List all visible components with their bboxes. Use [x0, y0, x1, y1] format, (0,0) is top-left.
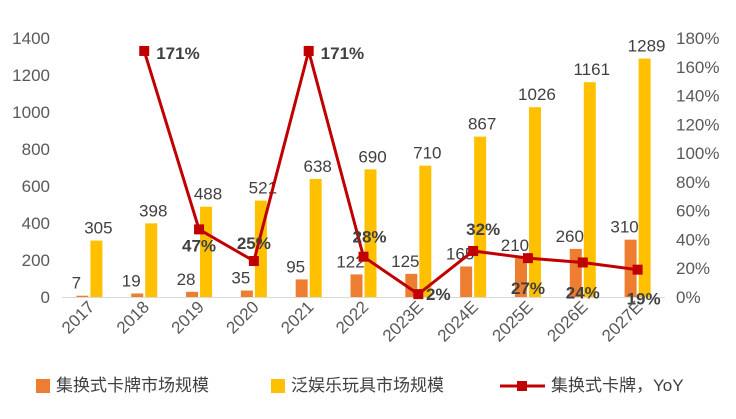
bar-value-label: 488 — [194, 185, 222, 204]
yoy-marker — [139, 45, 150, 56]
legend-label: 集换式卡牌，YoY — [551, 376, 684, 395]
y-right-tick-label: 60% — [676, 202, 710, 221]
y-right-tick-label: 0% — [676, 288, 701, 307]
bar-value-label: 122 — [336, 252, 364, 271]
bar-value-label: 260 — [556, 227, 584, 246]
x-tick-label: 2017 — [58, 297, 98, 337]
bar-value-label: 7 — [72, 274, 81, 293]
bar-value-label: 165 — [446, 244, 474, 263]
yoy-value-label: 28% — [352, 228, 386, 247]
legend-label: 泛娱乐玩具市场规模 — [291, 376, 444, 395]
yoy-value-label: 27% — [511, 279, 545, 298]
yoy-marker — [413, 289, 424, 300]
y-right-tick-label: 40% — [676, 230, 710, 249]
y-right-tick-label: 20% — [676, 259, 710, 278]
bar-pan-entertainment-toy-market — [145, 223, 158, 297]
bar-value-label: 310 — [610, 218, 638, 237]
yoy-marker — [194, 224, 205, 235]
x-tick-label: 2019 — [168, 297, 208, 337]
yoy-value-label: 171% — [321, 44, 364, 63]
y-left-tick-label: 400 — [22, 214, 50, 233]
x-tick-label: 2018 — [113, 297, 153, 337]
bar-trading-card-market — [514, 258, 527, 297]
bar-trading-card-market — [240, 290, 253, 297]
y-right-tick-label: 80% — [676, 173, 710, 192]
yoy-value-label: 19% — [627, 290, 661, 309]
legend-marker-yoy — [517, 381, 527, 391]
yoy-value-label: 47% — [182, 236, 216, 255]
bar-value-label: 1289 — [628, 37, 666, 56]
bar-trading-card-market — [460, 266, 473, 297]
yoy-marker — [522, 253, 533, 264]
y-right-tick-label: 180% — [676, 29, 719, 48]
bar-value-label: 710 — [413, 144, 441, 163]
yoy-value-label: 25% — [237, 234, 271, 253]
y-left-tick-label: 200 — [22, 251, 50, 270]
bar-pan-entertainment-toy-market — [474, 136, 487, 297]
x-tick-label: 2025E — [489, 297, 537, 345]
y-left-tick-label: 1000 — [12, 103, 50, 122]
bar-trading-card-market — [295, 279, 308, 297]
legend-swatch-pan-toy — [271, 379, 285, 393]
y-right-tick-label: 120% — [676, 115, 719, 134]
bar-value-label: 305 — [84, 219, 112, 238]
yoy-marker — [248, 256, 259, 267]
bar-pan-entertainment-toy-market — [309, 178, 322, 297]
yoy-marker — [632, 264, 643, 275]
yoy-marker — [303, 45, 314, 56]
y-left-tick-label: 1400 — [12, 29, 50, 48]
yoy-value-label: 171% — [156, 44, 199, 63]
bar-value-label: 125 — [391, 252, 419, 271]
x-tick-label: 2022 — [332, 297, 372, 337]
y-left-tick-label: 800 — [22, 140, 50, 159]
yoy-value-label: 2% — [426, 285, 451, 304]
bar-value-label: 690 — [358, 147, 386, 166]
legend-label: 集换式卡牌市场规模 — [56, 376, 209, 395]
bar-value-label: 521 — [249, 179, 277, 198]
yoy-marker — [358, 251, 369, 262]
bar-value-label: 638 — [303, 157, 331, 176]
yoy-value-label: 32% — [466, 220, 500, 239]
x-tick-label: 2027E — [598, 297, 646, 345]
y-left-tick-label: 1200 — [12, 66, 50, 85]
y-left-tick-label: 600 — [22, 177, 50, 196]
bar-pan-entertainment-toy-market — [419, 165, 432, 297]
legend-swatch-trading-card — [36, 379, 50, 393]
x-tick-label: 2021 — [277, 297, 317, 337]
bar-value-label: 867 — [468, 115, 496, 134]
y-right-tick-label: 160% — [676, 58, 719, 77]
yoy-value-label: 24% — [566, 283, 600, 302]
bar-pan-entertainment-toy-market — [528, 107, 541, 297]
bar-value-label: 398 — [139, 201, 167, 220]
bar-trading-card-market — [186, 291, 199, 297]
x-tick-label: 2024E — [434, 297, 482, 345]
y-left-tick-label: 0 — [41, 288, 50, 307]
bar-value-label: 19 — [122, 271, 141, 290]
y-right-tick-label: 140% — [676, 87, 719, 106]
bar-value-label: 35 — [231, 269, 250, 288]
bar-value-label: 210 — [501, 236, 529, 255]
y-right-tick-label: 100% — [676, 144, 719, 163]
bar-value-label: 95 — [286, 257, 305, 276]
x-tick-label: 2023E — [379, 297, 427, 345]
bar-value-label: 1026 — [518, 85, 556, 104]
bar-trading-card-market — [350, 274, 363, 297]
yoy-marker — [468, 245, 479, 256]
bar-pan-entertainment-toy-market — [583, 82, 596, 297]
bar-trading-card-market — [131, 293, 144, 297]
bar-value-label: 1161 — [573, 60, 610, 79]
bar-pan-entertainment-toy-market — [638, 58, 651, 297]
bar-trading-card-market — [76, 295, 89, 297]
bar-pan-entertainment-toy-market — [90, 240, 103, 297]
x-tick-label: 2020 — [223, 297, 263, 337]
bar-value-label: 28 — [177, 270, 196, 289]
yoy-line — [142, 45, 638, 296]
x-tick-label: 2026E — [543, 297, 591, 345]
yoy-marker — [577, 257, 588, 268]
